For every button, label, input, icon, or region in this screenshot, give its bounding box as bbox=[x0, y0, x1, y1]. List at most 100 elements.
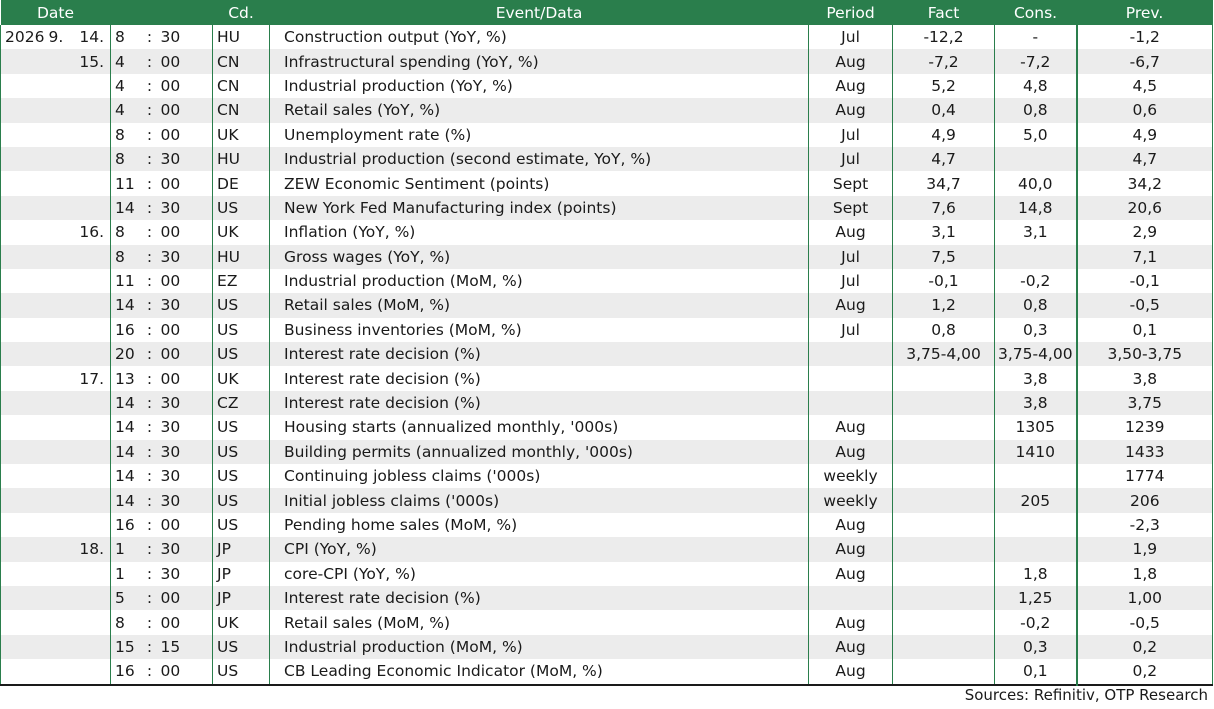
date-month bbox=[48, 537, 73, 562]
date-year bbox=[0, 195, 49, 221]
event-name: Continuing jobless claims ('000s) bbox=[269, 464, 809, 489]
date-month bbox=[48, 488, 73, 513]
event-name: CB Leading Economic Indicator (MoM, %) bbox=[269, 659, 809, 685]
time-hour: 14 bbox=[110, 488, 143, 513]
event-name: Infrastructural spending (YoY, %) bbox=[269, 49, 809, 74]
country-code: HU bbox=[212, 244, 270, 269]
consensus-value: 14,8 bbox=[994, 195, 1077, 221]
previous-value: -6,7 bbox=[1075, 49, 1213, 74]
country-code: US bbox=[212, 488, 270, 513]
time-hour: 14 bbox=[110, 439, 143, 465]
event-name: Construction output (YoY, %) bbox=[269, 25, 809, 50]
fact-value: 0,4 bbox=[892, 98, 995, 123]
date-year bbox=[0, 293, 49, 318]
fact-value bbox=[892, 415, 995, 440]
date-day bbox=[72, 585, 111, 611]
time-hour: 14 bbox=[110, 464, 143, 489]
date-month bbox=[48, 464, 73, 489]
table-row: 8:30 HU Gross wages (YoY, %) Jul 7,5 7,1 bbox=[0, 244, 1213, 269]
time-hour: 8 bbox=[110, 244, 143, 269]
consensus-value: 205 bbox=[994, 488, 1077, 513]
consensus-value bbox=[994, 512, 1077, 538]
date-day bbox=[72, 610, 111, 635]
time-minute: 00 bbox=[156, 122, 213, 147]
time-separator: : bbox=[142, 415, 157, 440]
previous-value: -1,2 bbox=[1075, 25, 1213, 50]
date-day: 16. bbox=[72, 220, 111, 245]
time-separator: : bbox=[142, 171, 157, 196]
date-year bbox=[0, 512, 49, 538]
table-row: 17. 13:00 UK Interest rate decision (%) 3,8 3… bbox=[0, 366, 1213, 391]
time-hour: 16 bbox=[110, 512, 143, 538]
time-hour: 1 bbox=[110, 561, 143, 586]
fact-value: 1,2 bbox=[892, 293, 995, 318]
time-minute: 30 bbox=[156, 244, 213, 269]
previous-value: 3,50-3,75 bbox=[1075, 342, 1213, 367]
date-year bbox=[0, 561, 49, 586]
time-separator: : bbox=[142, 366, 157, 391]
period-cell bbox=[808, 585, 893, 611]
period-cell: Aug bbox=[808, 439, 893, 465]
country-code: CN bbox=[212, 73, 270, 99]
time-hour: 16 bbox=[110, 317, 143, 343]
header-cons: Cons. bbox=[994, 0, 1077, 25]
previous-value: -0,1 bbox=[1075, 268, 1213, 294]
date-day bbox=[72, 634, 111, 660]
consensus-value: 0,3 bbox=[994, 317, 1077, 343]
table-row: 15:15 US Industrial production (MoM, %) Aug… bbox=[0, 634, 1213, 660]
date-day bbox=[72, 244, 111, 269]
event-name: Interest rate decision (%) bbox=[269, 390, 809, 416]
date-year bbox=[0, 537, 49, 562]
table-body: 2026 9. 14. 8:30 HU Construction output (YoY,… bbox=[0, 25, 1213, 685]
table-row: 1:30 JP core-CPI (YoY, %) Aug 1,8 1,8 bbox=[0, 561, 1213, 586]
country-code: EZ bbox=[212, 268, 270, 294]
time-separator: : bbox=[142, 146, 157, 172]
time-separator: : bbox=[142, 561, 157, 586]
time-hour: 11 bbox=[110, 268, 143, 294]
time-minute: 00 bbox=[156, 659, 213, 685]
consensus-value: 3,1 bbox=[994, 220, 1077, 245]
previous-value: 0,2 bbox=[1075, 634, 1213, 660]
date-month bbox=[48, 366, 73, 391]
time-minute: 00 bbox=[156, 171, 213, 196]
economic-calendar-table: Date Cd. Event/Data Period Fact Cons. Pr… bbox=[0, 0, 1213, 685]
consensus-value: 3,8 bbox=[994, 366, 1077, 391]
time-hour: 14 bbox=[110, 195, 143, 221]
date-year bbox=[0, 659, 49, 685]
time-hour: 1 bbox=[110, 537, 143, 562]
date-year bbox=[0, 146, 49, 172]
event-name: Interest rate decision (%) bbox=[269, 366, 809, 391]
date-year bbox=[0, 390, 49, 416]
date-month bbox=[48, 634, 73, 660]
time-separator: : bbox=[142, 98, 157, 123]
date-day: 15. bbox=[72, 49, 111, 74]
consensus-value: 1410 bbox=[994, 439, 1077, 465]
time-separator: : bbox=[142, 610, 157, 635]
previous-value: 4,7 bbox=[1075, 146, 1213, 172]
consensus-value: 0,3 bbox=[994, 634, 1077, 660]
period-cell: Jul bbox=[808, 25, 893, 50]
table-row: 14:30 CZ Interest rate decision (%) 3,8 3,75 bbox=[0, 390, 1213, 416]
period-cell: Aug bbox=[808, 537, 893, 562]
header-event: Event/Data bbox=[269, 0, 809, 25]
time-minute: 00 bbox=[156, 220, 213, 245]
event-name: Retail sales (MoM, %) bbox=[269, 610, 809, 635]
fact-value: -7,2 bbox=[892, 49, 995, 74]
previous-value: 1774 bbox=[1075, 464, 1213, 489]
table-row: 2026 9. 14. 8:30 HU Construction output (YoY,… bbox=[0, 25, 1213, 50]
date-month bbox=[48, 610, 73, 635]
date-month bbox=[48, 49, 73, 74]
date-year bbox=[0, 244, 49, 269]
period-cell: Jul bbox=[808, 122, 893, 147]
time-minute: 00 bbox=[156, 73, 213, 99]
table-row: 8:00 UK Unemployment rate (%) Jul 4,9 5,0 4,9 bbox=[0, 122, 1213, 147]
previous-value: 1433 bbox=[1075, 439, 1213, 465]
date-year bbox=[0, 98, 49, 123]
event-name: Industrial production (MoM, %) bbox=[269, 268, 809, 294]
date-day bbox=[72, 342, 111, 367]
time-minute: 00 bbox=[156, 342, 213, 367]
time-minute: 30 bbox=[156, 537, 213, 562]
period-cell: Sept bbox=[808, 195, 893, 221]
event-name: Initial jobless claims ('000s) bbox=[269, 488, 809, 513]
period-cell: weekly bbox=[808, 488, 893, 513]
